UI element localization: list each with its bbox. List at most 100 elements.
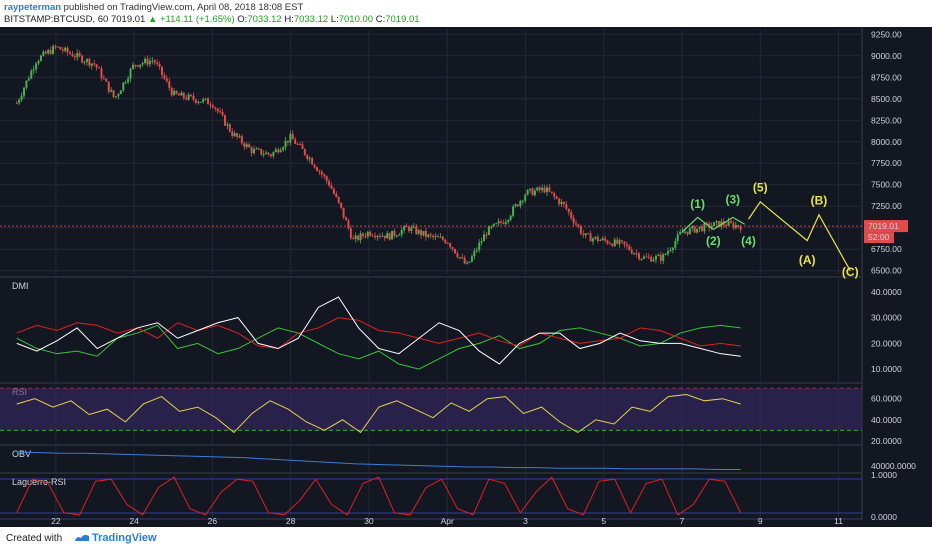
candle-body — [645, 256, 648, 258]
time-tick-label: 9 — [758, 516, 763, 526]
candle-body — [345, 217, 348, 221]
candle-body — [652, 259, 655, 262]
candle-body — [420, 230, 423, 236]
candle-body — [115, 96, 118, 98]
candle-body — [69, 52, 72, 54]
candle-body — [529, 188, 532, 190]
candle-body — [601, 238, 604, 240]
candle-body — [369, 231, 372, 236]
projection-wave-line — [748, 201, 851, 271]
candle-body — [461, 257, 464, 259]
candle-body — [470, 256, 473, 262]
candle-body — [386, 233, 389, 239]
candle-body — [156, 62, 159, 64]
candle-body — [274, 149, 277, 153]
candle-body — [253, 148, 256, 154]
candle-body — [640, 258, 643, 260]
candle-body — [458, 257, 461, 259]
candle-body — [514, 204, 517, 207]
candle-body — [572, 217, 575, 224]
chart-canvas[interactable]: 22 24 26 28 30 Apr 3 5 7 9 11 9250.00 9000.00 8750.00… — [0, 27, 932, 527]
candle-body — [151, 60, 154, 62]
candle-body — [23, 87, 26, 96]
candle-body — [330, 185, 333, 189]
candle-body — [71, 53, 74, 57]
countdown-tag — [864, 232, 894, 244]
candle-body — [613, 239, 616, 247]
candle-body — [66, 47, 69, 53]
candle-body — [657, 254, 660, 256]
candle-body — [226, 124, 229, 126]
chart-area[interactable]: 22 24 26 28 30 Apr 3 5 7 9 11 9250.00 9000.00 8750.00… — [0, 27, 932, 527]
time-tick-label: 28 — [286, 516, 296, 526]
candle-body — [248, 144, 251, 148]
candle-body — [427, 234, 430, 238]
candle-body — [177, 93, 180, 96]
candle-body — [487, 226, 490, 236]
last-price-tag — [864, 220, 908, 233]
candle-body — [303, 148, 306, 156]
close-label: C: — [375, 14, 386, 25]
candle-body — [153, 60, 156, 63]
candle-body — [255, 148, 258, 150]
pane-title: OBV — [12, 449, 31, 459]
candle-body — [39, 55, 42, 62]
candle-body — [555, 196, 558, 199]
indicator-series-line — [16, 296, 741, 365]
candle-body — [478, 242, 481, 250]
candle-body — [56, 46, 59, 48]
candle-body — [536, 187, 539, 191]
candle-body — [451, 247, 454, 249]
candle-body — [257, 148, 260, 150]
candle-body — [410, 227, 413, 231]
candle-body — [262, 154, 265, 156]
candle-body — [623, 241, 626, 245]
indicator-tick-label: 40.0000 — [871, 287, 902, 297]
candle-body — [250, 147, 253, 154]
time-tick-label: 22 — [51, 516, 61, 526]
candle-body — [88, 59, 91, 66]
candle-body — [296, 143, 299, 145]
candle-body — [119, 90, 122, 95]
candle-body — [550, 191, 553, 194]
candle-body — [170, 87, 173, 96]
candle-body — [335, 193, 338, 197]
candle-body — [437, 236, 440, 238]
candle-body — [606, 240, 609, 244]
price-tick-label: 6500.00 — [871, 266, 902, 276]
candle-body — [468, 261, 471, 263]
candle-body — [359, 233, 362, 241]
price-tick-label: 6750.00 — [871, 244, 902, 254]
candle-body — [398, 234, 401, 236]
author-link[interactable]: raypeterman — [4, 2, 62, 13]
wave-label: (B) — [811, 194, 828, 208]
candle-body — [686, 231, 689, 235]
candle-body — [499, 221, 502, 223]
candle-body — [664, 253, 667, 255]
candle-body — [449, 243, 452, 248]
candle-body — [260, 148, 263, 155]
candle-body — [15, 103, 18, 105]
time-tick-label: 26 — [208, 516, 218, 526]
candle-body — [674, 240, 677, 248]
candle-body — [512, 206, 515, 216]
candle-body — [291, 133, 294, 140]
publish-info: published on TradingView.com, April 08, … — [63, 2, 304, 13]
candle-body — [693, 226, 696, 233]
candle-body — [434, 236, 437, 238]
symbol-name[interactable]: BITSTAMP:BTCUSD, 60 — [4, 14, 109, 25]
candle-body — [129, 68, 132, 79]
candle-body — [475, 249, 478, 251]
candle-body — [187, 94, 190, 100]
candle-body — [27, 78, 30, 81]
candle-body — [209, 104, 212, 106]
candle-body — [381, 235, 384, 237]
tradingview-logo-icon — [75, 534, 89, 541]
candle-body — [73, 56, 76, 58]
price-tick-label: 9250.00 — [871, 29, 902, 39]
indicator-tick-label: 40.0000 — [871, 415, 902, 425]
candle-body — [424, 231, 427, 238]
pane-title: DMI — [12, 281, 29, 291]
tradingview-brand[interactable]: TradingView — [92, 532, 157, 544]
candle-body — [318, 170, 321, 172]
